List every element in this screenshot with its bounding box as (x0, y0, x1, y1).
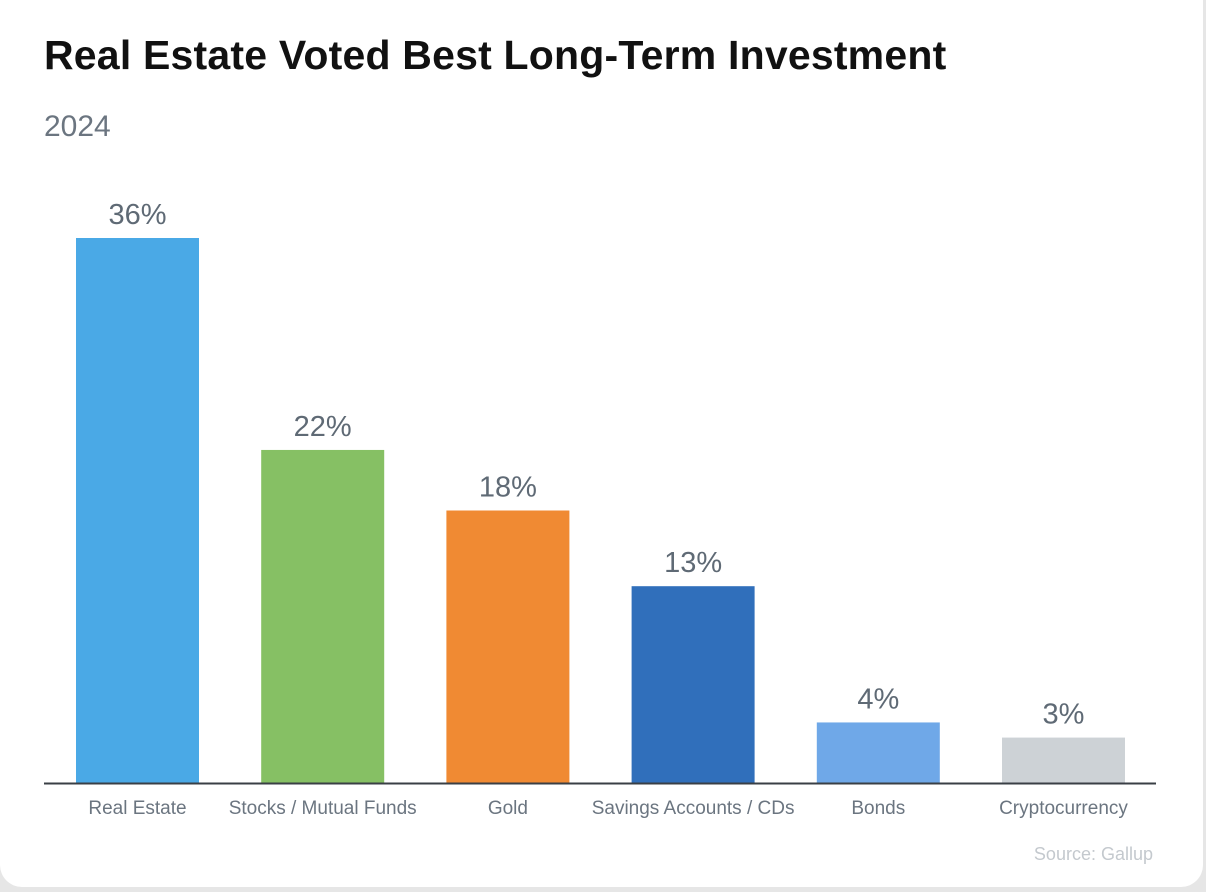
x-tick-label-0: Real Estate (88, 798, 186, 819)
bar-3 (631, 586, 755, 783)
data-label-3: 13% (664, 547, 722, 579)
data-label-2: 18% (479, 472, 537, 504)
x-tick-label-2: Gold (488, 798, 528, 819)
x-tick-label-3: Savings Accounts / CDs (592, 798, 795, 819)
data-label-5: 3% (1043, 699, 1085, 731)
bar-0 (76, 238, 199, 783)
chart-title: Real Estate Voted Best Long-Term Investm… (44, 32, 947, 78)
data-label-0: 36% (108, 199, 166, 231)
chart-subtitle: 2024 (44, 110, 111, 143)
bar-2 (446, 510, 570, 783)
x-tick-label-4: Bonds (851, 798, 905, 819)
bar-5 (1002, 737, 1125, 783)
x-tick-label-5: Cryptocurrency (999, 798, 1128, 819)
x-tick-label-1: Stocks / Mutual Funds (229, 798, 417, 819)
bar-4 (816, 722, 940, 783)
data-label-1: 22% (294, 411, 352, 443)
bar-1 (261, 449, 385, 783)
data-label-4: 4% (857, 683, 899, 715)
source-note: Source: Gallup (1033, 844, 1153, 864)
